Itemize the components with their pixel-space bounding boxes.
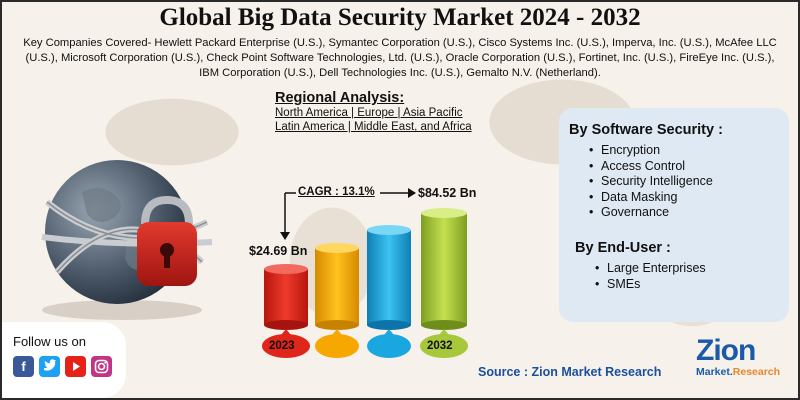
value-2032: $84.52 Bn [418, 186, 477, 200]
end-user-heading: By End-User : [575, 240, 671, 256]
software-security-heading: By Software Security : [569, 122, 723, 138]
globe-lock-icon [41, 160, 213, 320]
follow-us-box: Follow us on f [2, 322, 126, 398]
page-title: Global Big Data Security Market 2024 - 2… [159, 4, 641, 31]
locked-globe-illustration [27, 152, 237, 322]
source-label: Source : Zion Market Research [478, 365, 662, 379]
list-item: Security Intelligence [589, 174, 723, 190]
year-2032-label: 2032 [427, 340, 453, 352]
cagr-label: CAGR : 13.1% [298, 186, 375, 198]
year-2023-label: 2023 [269, 340, 295, 352]
list-item: Encryption [589, 143, 723, 159]
regional-analysis: Regional Analysis: North America | Europ… [275, 90, 472, 134]
follow-us-label: Follow us on [13, 334, 86, 349]
value-2023: $24.69 Bn [249, 244, 308, 258]
list-item: Data Masking [589, 190, 723, 206]
end-user-list: Large Enterprises SMEs [575, 261, 706, 292]
key-companies-text: Key Companies Covered- Hewlett Packard E… [23, 37, 777, 79]
logo-wordmark: Zion [696, 334, 756, 367]
list-item: Large Enterprises [595, 261, 706, 277]
regional-heading: Regional Analysis: [275, 90, 405, 106]
software-security-list: Encryption Access Control Security Intel… [569, 143, 723, 221]
regional-line-1: North America | Europe | Asia Pacific [275, 107, 463, 119]
twitter-icon[interactable] [39, 356, 60, 377]
instagram-icon[interactable] [91, 356, 112, 377]
logo-subtitle: Market.Research [696, 366, 781, 378]
facebook-icon[interactable]: f [13, 356, 34, 377]
list-item: Access Control [589, 159, 723, 175]
list-item: SMEs [595, 277, 706, 293]
zion-logo: Zion Market.Research [696, 336, 790, 386]
end-user-section: By End-User : Large Enterprises SMEs [575, 240, 706, 292]
youtube-icon[interactable] [65, 356, 86, 377]
software-security-section: By Software Security : Encryption Access… [569, 122, 723, 221]
segmentation-panel: By Software Security : Encryption Access… [559, 108, 789, 322]
regional-line-2: Latin America | Middle East, and Africa [275, 121, 472, 133]
list-item: Governance [589, 205, 723, 221]
